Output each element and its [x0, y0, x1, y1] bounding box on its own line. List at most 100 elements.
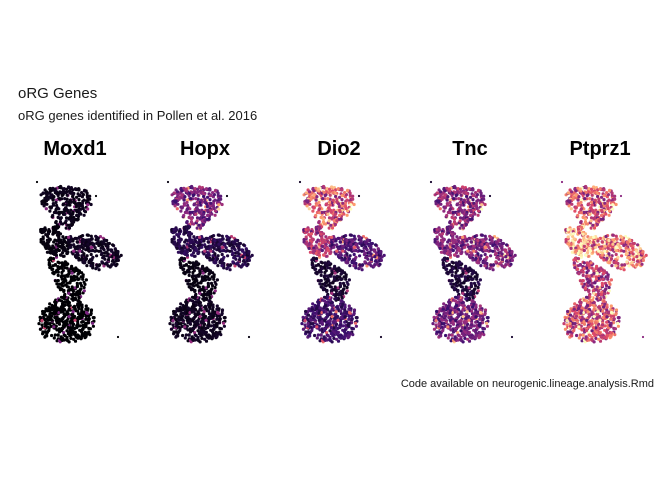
- cell-point: [177, 197, 181, 201]
- cell-point: [329, 326, 334, 330]
- cell-point: [208, 194, 212, 198]
- cell-point: [42, 242, 46, 246]
- cell-point: [193, 331, 197, 335]
- cell-point: [453, 306, 457, 310]
- cell-point: [469, 240, 473, 244]
- cell-point: [187, 273, 191, 277]
- cell-point: [319, 333, 323, 337]
- cell-point: [63, 197, 67, 201]
- cell-point: [183, 325, 187, 329]
- cell-point: [216, 254, 220, 258]
- cell-point: [320, 244, 324, 248]
- cell-point: [100, 240, 104, 244]
- cell-point: [331, 191, 335, 195]
- cell-point: [196, 285, 200, 289]
- cell-point: [310, 237, 314, 241]
- cell-point: [217, 238, 222, 242]
- cell-point: [242, 252, 246, 256]
- cell-point: [59, 306, 63, 310]
- cell-point: [332, 321, 336, 325]
- cell-point: [460, 210, 464, 214]
- cell-point: [347, 257, 352, 261]
- cell-point: [325, 237, 329, 241]
- cell-point: [233, 255, 237, 260]
- cell-point: [360, 268, 364, 272]
- cell-point: [70, 271, 74, 275]
- cell-point: [340, 299, 344, 303]
- cell-point: [318, 328, 322, 332]
- cell-point: [53, 333, 57, 337]
- cell-point: [97, 243, 101, 248]
- cell-point: [436, 242, 440, 246]
- cell-point: [73, 314, 77, 319]
- outlier-cell-point: [166, 180, 170, 184]
- cell-point: [56, 333, 60, 337]
- cell-point: [80, 250, 84, 254]
- cell-point: [213, 252, 217, 256]
- cell-point: [237, 252, 241, 256]
- cell-point: [61, 202, 66, 206]
- cell-point: [373, 259, 378, 263]
- cell-point: [315, 195, 319, 199]
- cell-point: [91, 255, 95, 259]
- cell-point: [220, 264, 224, 268]
- cell-point: [195, 319, 199, 323]
- cell-point: [190, 299, 195, 303]
- cell-point: [183, 306, 187, 311]
- cell-point: [369, 258, 374, 262]
- cell-point: [326, 279, 330, 283]
- cell-point: [314, 227, 319, 231]
- cell-point: [453, 329, 457, 333]
- cell-point: [73, 318, 77, 322]
- cell-point: [328, 285, 332, 289]
- cell-point: [201, 297, 205, 301]
- cell-point: [448, 311, 452, 315]
- cell-point: [447, 333, 451, 337]
- cell-point: [334, 239, 338, 243]
- cell-point: [215, 331, 219, 335]
- cell-point: [69, 208, 73, 212]
- cell-point: [170, 316, 174, 320]
- cell-point: [72, 219, 76, 223]
- cell-point: [55, 282, 59, 286]
- cell-point: [41, 330, 45, 334]
- cell-point: [198, 226, 203, 230]
- cell-point: [81, 277, 85, 281]
- cell-point: [510, 250, 514, 254]
- cell-point: [328, 337, 332, 342]
- cell-point: [457, 197, 461, 201]
- cell-point: [343, 204, 347, 208]
- cell-point: [462, 191, 466, 195]
- cell-point: [192, 310, 196, 314]
- cell-point: [330, 308, 334, 312]
- cell-point: [93, 246, 97, 250]
- cell-point: [448, 253, 452, 257]
- cell-point: [464, 222, 468, 227]
- cell-point: [453, 253, 457, 257]
- cell-point: [189, 197, 193, 201]
- outlier-cell-point: [94, 194, 98, 198]
- cell-point: [314, 267, 318, 271]
- cell-point: [505, 243, 509, 247]
- cell-point: [445, 198, 449, 202]
- cell-point: [335, 268, 339, 272]
- cell-point: [319, 279, 323, 283]
- cell-point: [92, 316, 96, 320]
- cell-point: [214, 261, 218, 265]
- cell-point: [317, 207, 321, 211]
- cell-point: [54, 211, 59, 215]
- cell-point: [306, 313, 311, 317]
- cell-point: [469, 283, 473, 287]
- cell-point: [459, 285, 463, 289]
- cell-point: [67, 315, 71, 319]
- cell-point: [180, 248, 184, 252]
- cell-point: [354, 324, 358, 328]
- cell-point: [196, 200, 200, 204]
- cell-point: [195, 216, 200, 220]
- cell-point: [189, 217, 194, 221]
- cell-point: [80, 202, 84, 206]
- cell-point: [176, 202, 180, 206]
- cell-point: [175, 246, 179, 250]
- cell-point: [494, 240, 498, 244]
- cell-point: [210, 234, 214, 239]
